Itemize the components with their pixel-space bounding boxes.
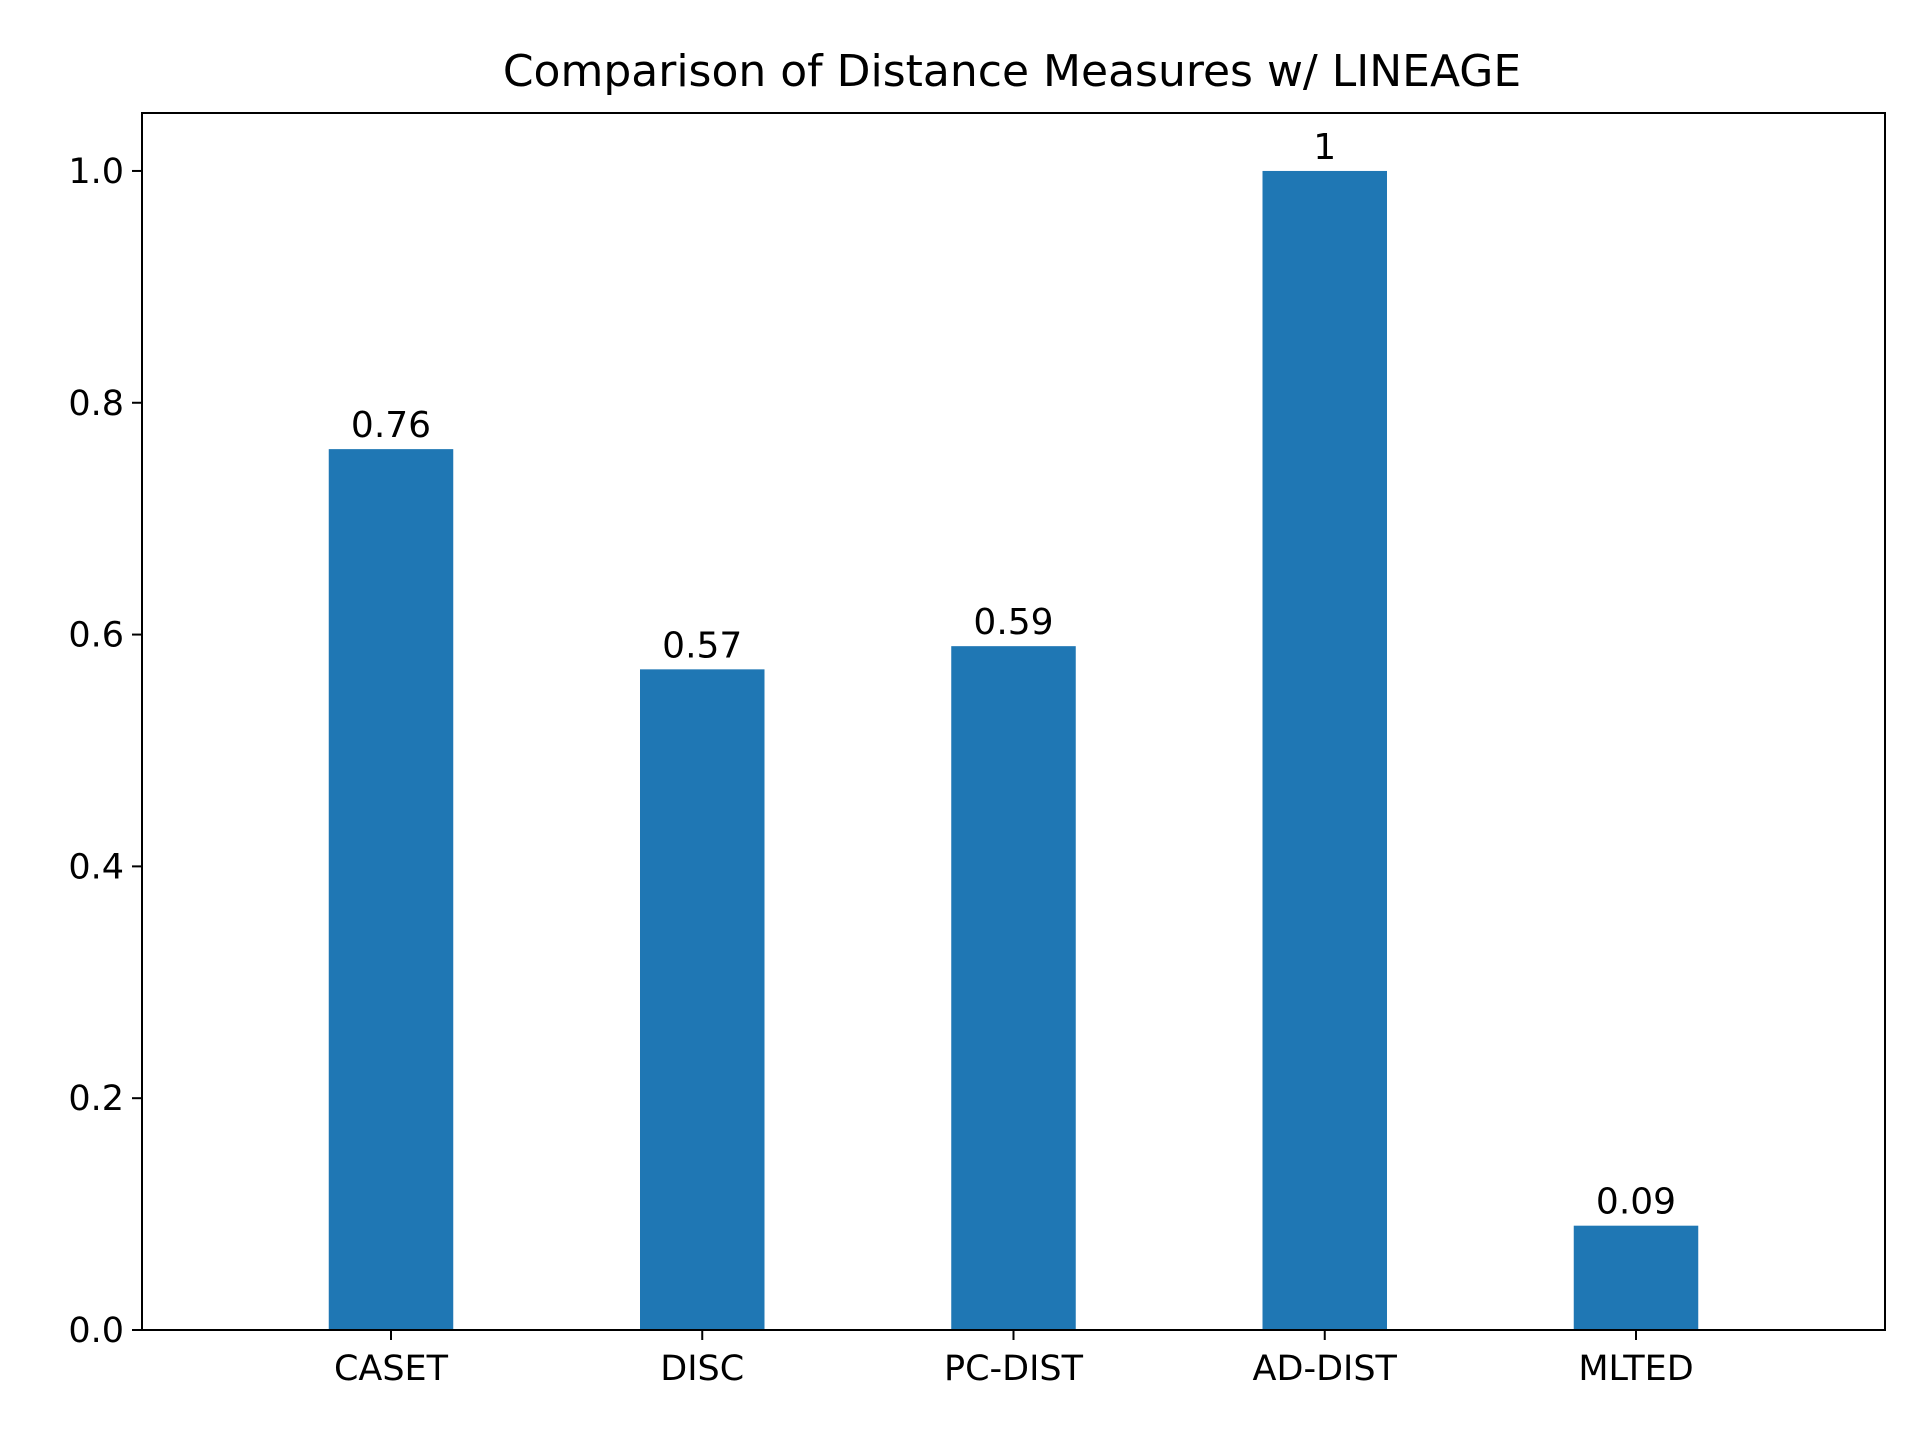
data-label-disc: 0.57 [662,625,742,666]
data-label-caset: 0.76 [351,405,431,446]
bar-ad-dist [1262,170,1387,1330]
data-labels-layer: 0.76 0.57 0.59 1 0.09 [351,127,1676,1223]
x-tick-label-pc-dist: PC-DIST [944,1349,1084,1389]
data-label-pc-dist: 0.59 [973,602,1053,643]
x-tick-label-ad-dist: AD-DIST [1253,1349,1398,1389]
data-label-ad-dist: 1 [1313,127,1336,168]
y-tick-label: 0.0 [68,1311,124,1351]
bar-caset [328,449,454,1331]
data-label-mlted: 0.09 [1596,1182,1676,1223]
y-tick-label: 1.0 [68,152,124,192]
y-tick-label: 0.8 [68,384,124,424]
y-tick-label: 0.2 [68,1079,124,1119]
axes-layer: 0.0 0.2 0.4 0.6 0.8 1.0 CASET DISC PC-DIST AD-DIS… [68,112,1886,1389]
x-tick-label-disc: DISC [660,1349,744,1389]
bar-pc-dist [951,646,1076,1330]
x-tick-label-mlted: MLTED [1578,1349,1693,1389]
bar-mlted [1573,1225,1699,1330]
y-tick-label: 0.6 [68,616,124,656]
x-tick-label-caset: CASET [334,1349,449,1389]
chart-title: Comparison of Distance Measures w/ LINEA… [503,46,1521,97]
y-tick-label: 0.4 [68,847,124,887]
bar-disc [640,669,765,1330]
bars-layer [328,170,1699,1331]
